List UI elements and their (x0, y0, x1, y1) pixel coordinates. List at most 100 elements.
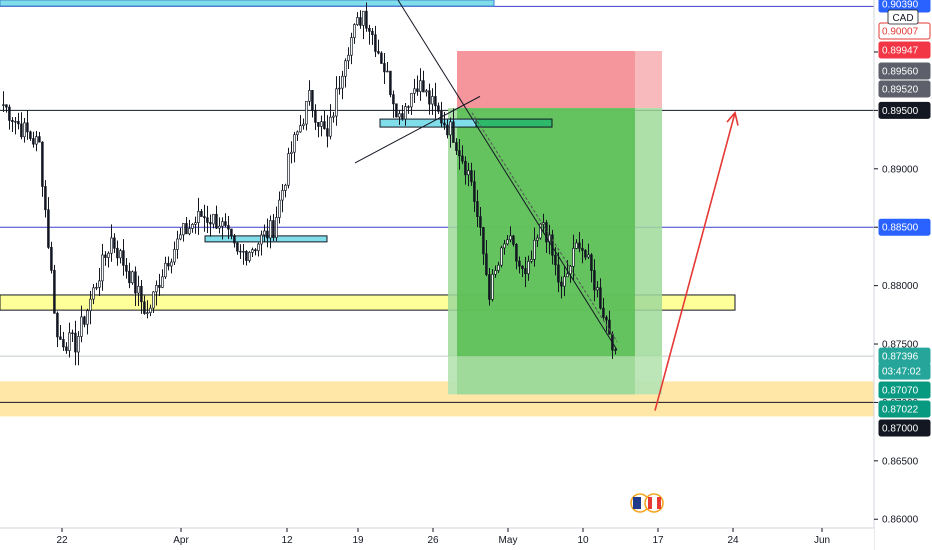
candle-body (158, 284, 161, 288)
candle-body (107, 252, 110, 258)
entry-blue-box (379, 118, 477, 128)
candle-body (41, 141, 44, 187)
candle-body (569, 265, 572, 275)
candle-body (110, 237, 113, 254)
candle-body (476, 201, 479, 217)
candle-body (482, 227, 485, 255)
candle-body (419, 80, 422, 92)
y-tick-label: 0.86500 (882, 456, 919, 467)
candle-body (143, 301, 146, 314)
candle-body (218, 225, 221, 229)
candle-body (302, 123, 305, 126)
candle-body (245, 251, 248, 261)
candle-body (188, 228, 191, 235)
candle-body (581, 247, 584, 251)
candle-body (404, 106, 407, 120)
candle-body (65, 346, 68, 351)
y-tick-label: 0.87500 (882, 340, 919, 351)
candle-body (101, 254, 104, 282)
candle-body (599, 287, 602, 309)
candle-body (443, 122, 446, 126)
candle-body (614, 349, 617, 352)
candle-body (608, 319, 611, 335)
candle-body (161, 276, 164, 288)
candle-body (497, 264, 500, 271)
candle-body (317, 121, 320, 127)
candle-body (368, 27, 371, 32)
candle-body (338, 87, 341, 90)
candle-body (365, 10, 368, 29)
candle-body (155, 284, 158, 293)
projection-line (471, 112, 618, 342)
price-badge (878, 419, 931, 437)
drawings-layer (354, 0, 739, 411)
trend-line-down (397, 0, 618, 351)
candle-body (74, 332, 77, 353)
candle-body (536, 237, 539, 241)
candle-body (389, 70, 392, 96)
time-axis-bg (0, 528, 874, 550)
candle-body (572, 248, 575, 267)
candle-body (446, 124, 449, 136)
candle-body (395, 103, 398, 118)
candle-body (203, 216, 206, 219)
candle-body (467, 170, 470, 176)
candle-body (17, 120, 20, 125)
candle-body (578, 242, 581, 249)
candle-body (71, 332, 74, 334)
candle-body (11, 120, 14, 122)
candle-body (2, 104, 5, 106)
candle-body (32, 138, 35, 145)
candle-body (401, 113, 404, 120)
x-tick-label: 17 (652, 535, 664, 546)
candle-body (191, 224, 194, 229)
target-zone-lower (448, 356, 662, 395)
candle-body (260, 234, 263, 245)
candle-body (371, 30, 374, 36)
candle-body (233, 235, 236, 244)
candle-body (359, 17, 362, 26)
price-badge-label: 0.89947 (882, 46, 919, 57)
candle-body (311, 90, 314, 111)
price-badge-label: 0.87396 (882, 352, 919, 363)
candle-body (287, 153, 290, 186)
position-layer (0, 0, 662, 395)
candle-body (26, 122, 29, 133)
candle-body (341, 75, 344, 89)
candle-body (329, 116, 332, 137)
candle-body (164, 262, 167, 278)
price-badges: 0.90390 0.90007 0.89947 0.89560 0.89520 0.895… (878, 0, 931, 437)
candle-body (209, 222, 212, 225)
candle-body (290, 151, 293, 154)
price-badge (878, 381, 931, 399)
candle-body (299, 125, 302, 133)
candle-body (320, 121, 323, 127)
candle-body (362, 10, 365, 26)
candle-body (179, 234, 182, 240)
candle-body (461, 155, 464, 162)
price-badge-label: 0.90390 (882, 0, 919, 11)
candle-body (560, 281, 563, 287)
candle-body (242, 251, 245, 253)
candle-body (410, 92, 413, 108)
apr-blue-box (204, 235, 328, 243)
candle-body (392, 94, 395, 105)
candle-body (584, 250, 587, 258)
candle-body (62, 339, 65, 348)
candle-body (587, 254, 590, 258)
candle-body (377, 51, 380, 54)
price-badge (878, 218, 931, 236)
price-badge (878, 400, 931, 418)
candle-body (77, 336, 80, 353)
candle-body (575, 242, 578, 249)
candle-body (602, 307, 605, 318)
candle-body (104, 254, 107, 258)
candle-body (488, 274, 491, 300)
candle-body (494, 270, 497, 275)
orange-zone (0, 381, 874, 417)
candle-body (533, 239, 536, 260)
candle-body (434, 96, 437, 107)
candle-body (248, 251, 251, 261)
fx-flags-icon[interactable] (630, 493, 664, 513)
